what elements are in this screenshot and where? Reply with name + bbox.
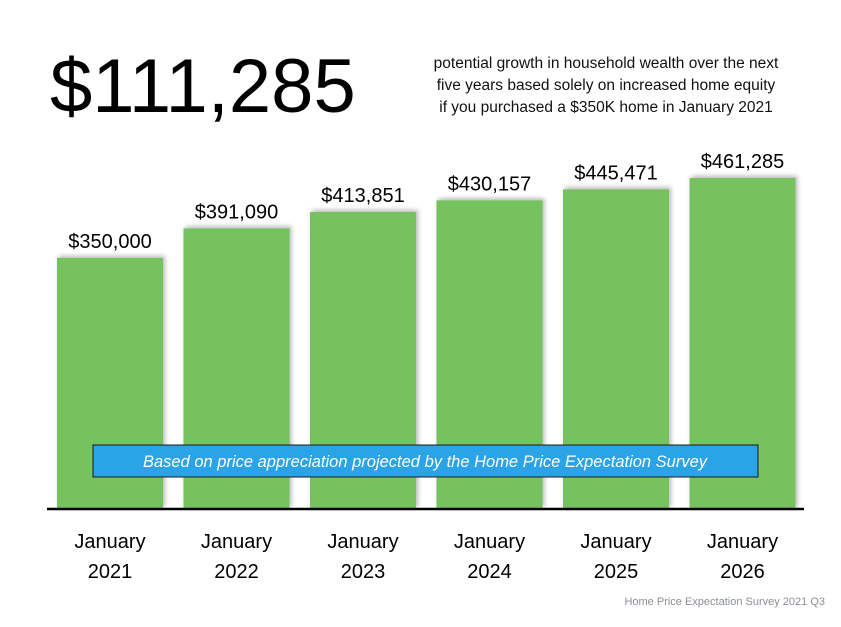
headline-description: potential growth in household wealth ove… xyxy=(395,53,817,119)
category-label-month: January xyxy=(201,531,272,553)
value-label: $350,000 xyxy=(68,231,151,253)
category-label-year: 2022 xyxy=(214,561,259,583)
category-label-month: January xyxy=(580,531,651,553)
survey-banner-text: Based on price appreciation projected by… xyxy=(143,453,709,471)
category-label-year: 2023 xyxy=(341,561,386,583)
value-label: $391,090 xyxy=(195,201,278,223)
headline-amount: $111,285 xyxy=(50,44,356,129)
category-labels-group: January 2021 January 2022 January 2023 January… xyxy=(74,531,778,583)
category-label-year: 2024 xyxy=(467,561,512,583)
category-label-month: January xyxy=(707,531,778,553)
description-line-2: five years based solely on increased hom… xyxy=(436,77,776,94)
category-label-month: January xyxy=(327,531,398,553)
value-label: $445,471 xyxy=(574,162,657,184)
survey-banner: Based on price appreciation projected by… xyxy=(92,444,759,478)
category-label-month: January xyxy=(74,531,145,553)
category-label-year: 2021 xyxy=(88,561,133,583)
value-labels-group: $350,000 $391,090 $413,851 $430,157 $445,471… xyxy=(68,151,784,253)
value-label: $413,851 xyxy=(321,185,404,207)
category-label-year: 2025 xyxy=(594,561,639,583)
description-line-1: potential growth in household wealth ove… xyxy=(433,55,779,72)
category-label-year: 2026 xyxy=(720,561,765,583)
description-line-3: if you purchased a $350K home in January… xyxy=(439,99,773,116)
survey-banner-box xyxy=(92,444,759,478)
category-label-month: January xyxy=(454,531,525,553)
value-label: $461,285 xyxy=(701,151,784,173)
value-label: $430,157 xyxy=(448,173,531,195)
source-credit: Home Price Expectation Survey 2021 Q3 xyxy=(624,596,825,608)
